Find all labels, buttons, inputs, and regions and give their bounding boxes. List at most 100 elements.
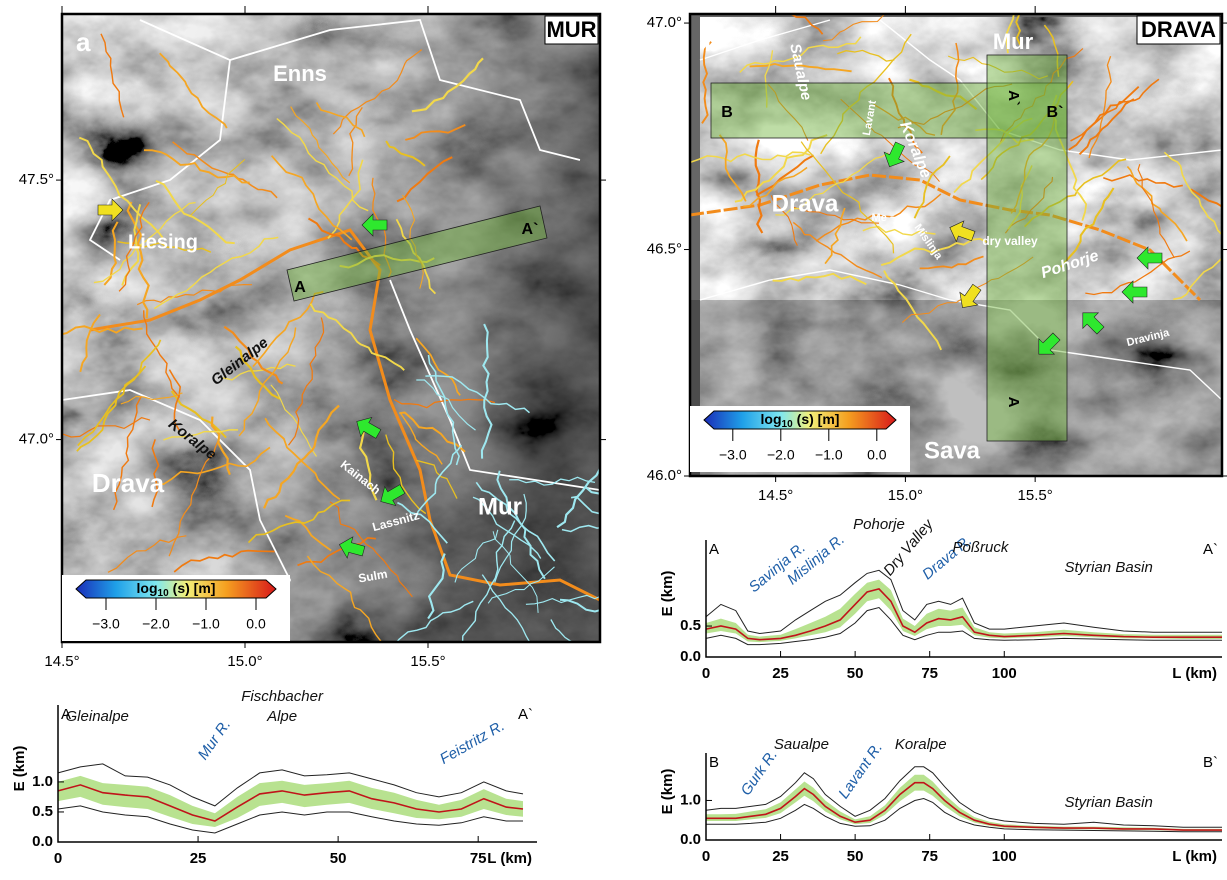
y-tick-label: 0.5	[32, 803, 53, 820]
extreme-line	[705, 766, 1222, 828]
x-tick-label: 0	[702, 665, 710, 682]
river	[487, 566, 555, 604]
lon-label: 14.5°	[758, 487, 793, 504]
place-label: B`	[1047, 104, 1064, 121]
river	[252, 290, 324, 368]
river	[77, 339, 162, 447]
river	[173, 549, 275, 573]
river	[701, 41, 712, 124]
section-end: B`	[1203, 754, 1218, 771]
river	[276, 117, 369, 212]
river	[1088, 55, 1112, 159]
label-part: log	[137, 580, 158, 596]
arrow	[959, 283, 982, 308]
river	[172, 141, 278, 199]
colorbar-label: log10 (s) [m]	[761, 411, 840, 430]
section-start: A	[61, 706, 71, 723]
profile-annotation: Styrian Basin	[1064, 794, 1152, 811]
river	[792, 206, 880, 224]
place-label: A`	[522, 221, 539, 238]
river	[862, 225, 936, 236]
river	[348, 107, 363, 177]
river	[400, 413, 443, 465]
arrows	[97, 141, 1163, 559]
arrow	[361, 213, 388, 237]
river	[120, 392, 183, 405]
river	[238, 327, 297, 437]
river	[142, 310, 181, 398]
river	[100, 33, 125, 118]
river	[947, 55, 1048, 80]
river	[1078, 98, 1135, 155]
lat-label: 47.0°	[19, 431, 54, 448]
river	[76, 365, 147, 452]
river	[980, 80, 1074, 181]
river	[494, 493, 527, 583]
place-label: B	[721, 104, 733, 121]
river	[454, 529, 499, 583]
river	[168, 369, 182, 431]
river	[824, 207, 846, 265]
basin-box	[1136, 15, 1221, 45]
river	[570, 495, 600, 515]
river	[913, 155, 951, 219]
river	[492, 531, 539, 613]
profile-annotation: Lavant R.	[835, 740, 886, 802]
river	[561, 524, 600, 533]
river	[1068, 86, 1140, 151]
x-tick-label: 0	[54, 850, 62, 867]
river	[154, 446, 271, 485]
river	[940, 42, 960, 136]
lat-label: 46.5°	[647, 240, 682, 257]
x-tick-label: 75	[470, 850, 487, 867]
river	[1043, 24, 1060, 77]
river	[309, 303, 405, 371]
river	[385, 434, 427, 515]
basin-label: MUR	[546, 17, 596, 42]
river	[402, 194, 424, 289]
river	[1163, 151, 1222, 236]
y-tick-label: 0.5	[680, 617, 701, 634]
place-label: Enns	[273, 61, 327, 86]
extreme-line	[57, 763, 524, 807]
colorbar-tick-label: −3.0	[719, 447, 747, 463]
river	[1024, 158, 1127, 228]
arrow	[1121, 280, 1148, 304]
label-part: 10	[158, 588, 170, 599]
label-part: log	[761, 411, 782, 427]
profile-annotation: Mur R.	[195, 716, 235, 763]
arrow	[1082, 312, 1105, 335]
label-part: 10	[782, 419, 794, 430]
river	[210, 416, 231, 475]
colorbar	[75, 579, 277, 599]
river	[264, 417, 341, 501]
panel-letter: a	[76, 27, 91, 57]
river	[329, 501, 413, 598]
profile-annotation: Gurk R.	[737, 747, 781, 799]
profile-annotation: Alpe	[266, 708, 297, 725]
y-axis-title: E (km)	[11, 746, 28, 792]
river	[393, 398, 495, 409]
river	[772, 272, 867, 286]
river	[718, 134, 747, 202]
x-axis-title: L (km)	[1172, 848, 1217, 865]
section-start: B	[709, 754, 719, 771]
river	[559, 598, 600, 613]
river	[136, 283, 253, 306]
main-river	[89, 228, 600, 602]
profile-annotation: Koralpe	[895, 736, 947, 753]
x-axis-title: L (km)	[1172, 665, 1217, 682]
river	[155, 179, 235, 245]
place-label: Liesing	[128, 231, 198, 253]
river	[764, 50, 774, 108]
profile-annotation: Fischbacher	[241, 688, 324, 705]
river	[163, 429, 238, 441]
x-tick-label: 50	[847, 665, 864, 682]
river	[416, 459, 458, 499]
place-label: Mur	[478, 493, 522, 520]
place-label: A	[294, 279, 306, 296]
river	[739, 36, 862, 73]
x-tick-label: 100	[992, 848, 1017, 865]
river	[480, 323, 493, 459]
